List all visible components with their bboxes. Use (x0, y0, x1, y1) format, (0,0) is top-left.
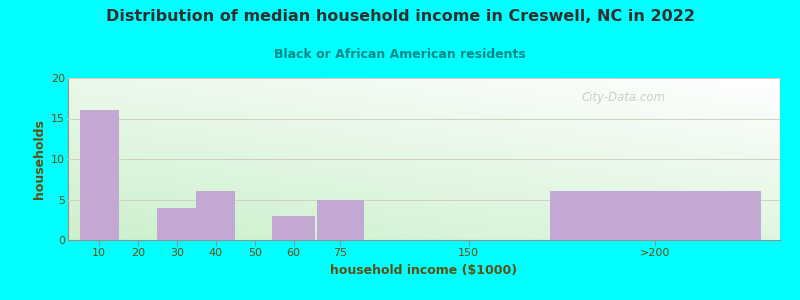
Bar (550, 191, 761, 240)
Bar (80, 110, 118, 240)
Text: Distribution of median household income in Creswell, NC in 2022: Distribution of median household income … (106, 9, 694, 24)
X-axis label: household income ($1000): household income ($1000) (330, 264, 518, 277)
Bar (272, 216, 315, 240)
Text: City-Data.com: City-Data.com (582, 91, 666, 104)
Bar (196, 191, 235, 240)
Bar (158, 208, 196, 240)
Bar (317, 200, 364, 240)
Text: Black or African American residents: Black or African American residents (274, 48, 526, 61)
Y-axis label: households: households (33, 119, 46, 199)
